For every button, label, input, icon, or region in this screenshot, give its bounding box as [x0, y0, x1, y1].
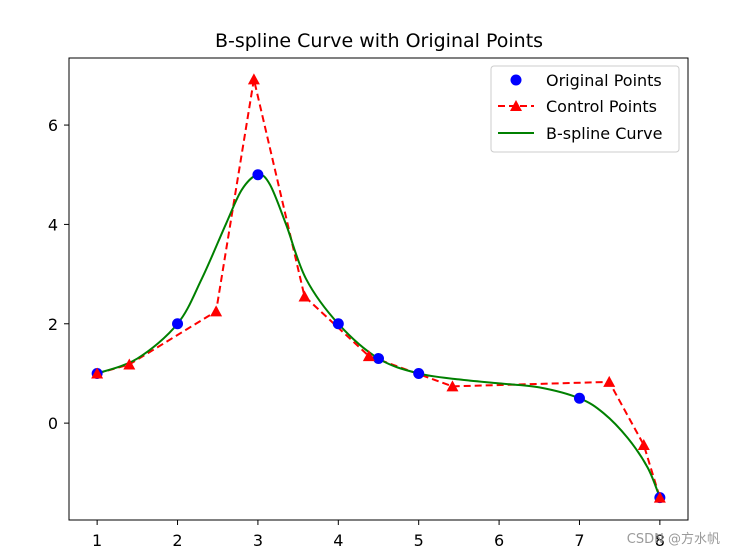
original-point: [172, 318, 184, 330]
legend-marker-original-points: [510, 74, 522, 86]
original-point: [332, 318, 344, 330]
series-layer: [91, 73, 666, 504]
control-point-marker: [603, 375, 616, 387]
legend: Original Points Control Points B-spline …: [490, 65, 680, 153]
x-tick-label: 8: [655, 531, 665, 550]
legend-marker-control-points: [510, 100, 522, 111]
control-point-marker: [210, 305, 223, 317]
y-tick-label: 4: [48, 215, 58, 234]
original-point: [573, 392, 585, 404]
control-point-marker: [247, 73, 260, 85]
x-tick-label: 4: [333, 531, 343, 550]
control-points-line: [96, 79, 661, 498]
x-tick-label: 3: [253, 531, 263, 550]
x-tick-label: 5: [414, 531, 424, 550]
control-point-marker: [362, 350, 375, 362]
legend-label-original-points: Original Points: [546, 71, 662, 90]
legend-entry-original-points: Original Points: [510, 71, 662, 90]
control-point-marker: [123, 358, 136, 370]
original-point: [252, 169, 264, 181]
y-tick-label: 2: [48, 315, 58, 334]
watermark: CSDN @方水帆: [627, 531, 720, 547]
original-point: [373, 353, 384, 365]
legend-entry-bspline-curve: B-spline Curve: [498, 124, 662, 143]
original-point: [413, 367, 425, 379]
legend-label-control-points: Control Points: [546, 97, 657, 116]
control-point-marker: [91, 367, 104, 379]
x-axis: 1 2 3 4 5 6 7 8: [92, 520, 665, 550]
legend-entry-control-points: Control Points: [498, 97, 657, 116]
x-tick-label: 7: [574, 531, 584, 550]
y-axis: 0 2 4 6: [48, 116, 69, 433]
x-tick-label: 6: [494, 531, 504, 550]
control-point-marker: [446, 380, 459, 392]
y-tick-label: 0: [48, 414, 58, 433]
control-point-marker: [637, 438, 650, 450]
chart-title: B-spline Curve with Original Points: [215, 30, 543, 52]
legend-label-bspline-curve: B-spline Curve: [546, 124, 662, 143]
x-tick-label: 1: [92, 531, 102, 550]
control-point-marker: [653, 491, 666, 503]
y-tick-label: 6: [48, 116, 58, 135]
legend-box: [490, 65, 680, 153]
x-tick-label: 2: [172, 531, 182, 550]
control-point-marker: [298, 290, 311, 302]
